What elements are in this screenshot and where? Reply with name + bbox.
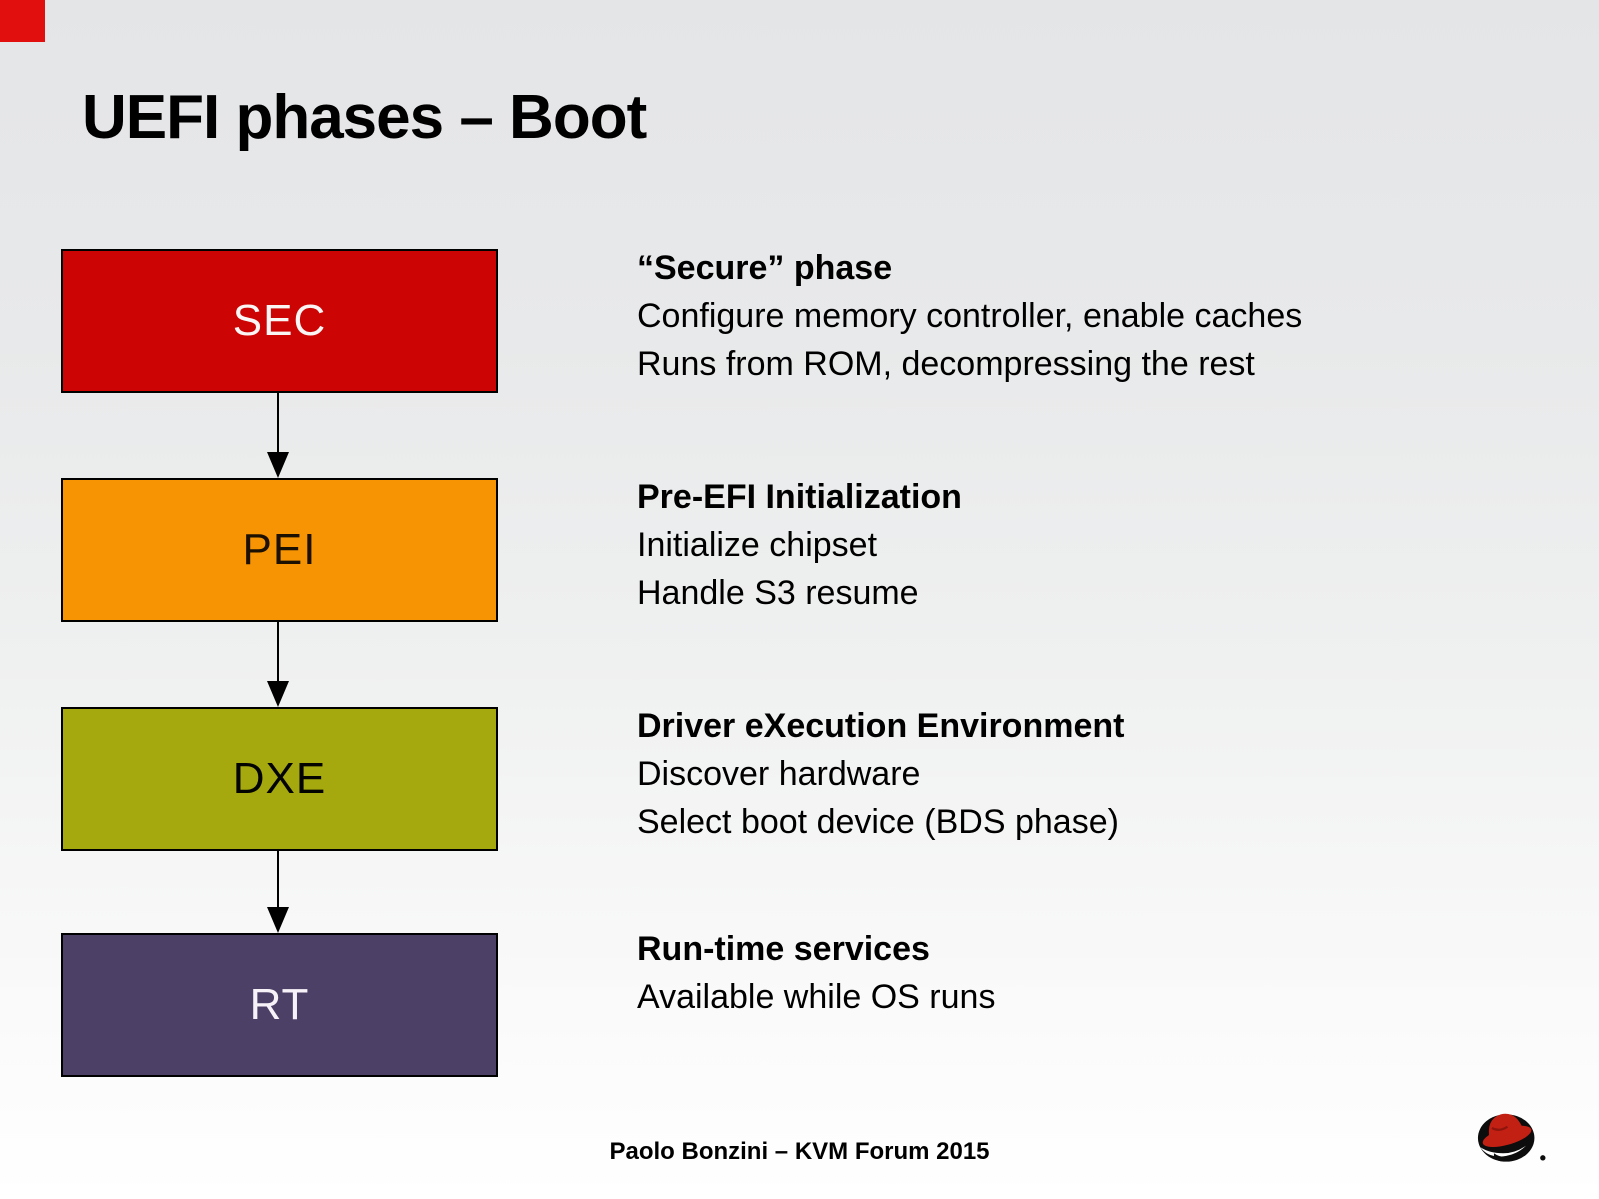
phase-desc-line: Runs from ROM, decompressing the rest (637, 345, 1255, 383)
phase-desc-dxe-heading: Driver eXecution Environment (637, 707, 1125, 745)
phase-box-dxe-label: DXE (232, 754, 327, 803)
phase-desc-sec: “Secure” phase Configure memory controll… (637, 244, 1567, 388)
flow-arrow-dxe-rt (277, 851, 279, 908)
phase-desc-line: Available while OS runs (637, 978, 996, 1016)
page-title: UEFI phases – Boot (82, 83, 647, 152)
footer-credit: Paolo Bonzini – KVM Forum 2015 (609, 1138, 990, 1165)
flow-arrow-pei-dxe (277, 622, 279, 682)
red-corner-accent (0, 0, 45, 42)
phase-box-sec: SEC (61, 249, 498, 393)
phase-box-rt: RT (61, 933, 498, 1077)
arrow-down-icon (267, 907, 289, 933)
phase-desc-line: Discover hardware (637, 755, 921, 793)
phase-desc-line: Configure memory controller, enable cach… (637, 297, 1303, 335)
phase-desc-line: Select boot device (BDS phase) (637, 803, 1119, 841)
phase-box-rt-label: RT (249, 980, 310, 1029)
phase-desc-dxe: Driver eXecution Environment Discover ha… (637, 702, 1567, 846)
phase-desc-pei-heading: Pre-EFI Initialization (637, 478, 962, 516)
flow-arrow-sec-pei (277, 393, 279, 453)
phase-desc-pei: Pre-EFI Initialization Initialize chipse… (637, 473, 1567, 617)
phase-desc-line: Initialize chipset (637, 526, 878, 564)
phase-desc-rt: Run-time services Available while OS run… (637, 925, 1567, 1021)
phase-box-dxe: DXE (61, 707, 498, 851)
phase-box-pei-label: PEI (242, 525, 317, 574)
arrow-down-icon (267, 681, 289, 707)
phase-box-pei: PEI (61, 478, 498, 622)
phase-box-sec-label: SEC (232, 296, 327, 345)
redhat-shadowman-logo-icon (1477, 1113, 1546, 1162)
phase-desc-line: Handle S3 resume (637, 574, 919, 612)
phase-desc-sec-heading: “Secure” phase (637, 249, 893, 287)
arrow-down-icon (267, 452, 289, 478)
phase-desc-rt-heading: Run-time services (637, 930, 930, 968)
